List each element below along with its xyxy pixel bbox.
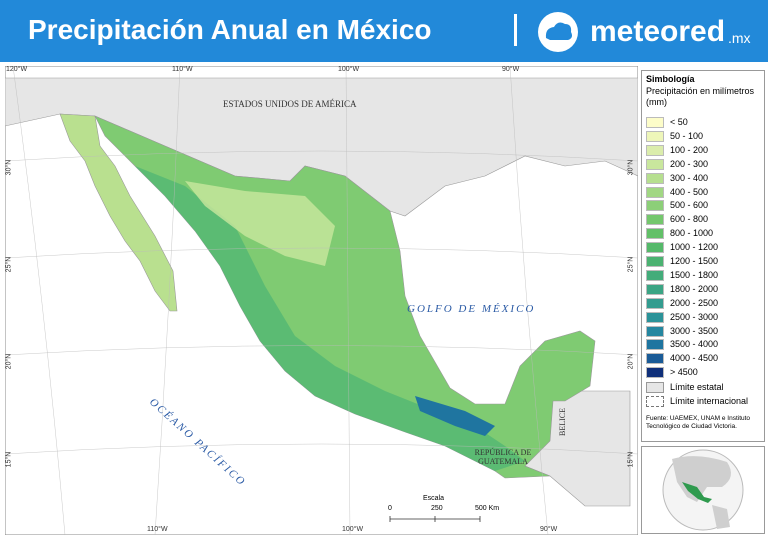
legend-label: 100 - 200 xyxy=(670,144,709,155)
lon-label: 90°W xyxy=(540,526,558,533)
legend-swatch xyxy=(646,130,664,142)
separator xyxy=(514,14,517,46)
legend-label: 800 - 1000 xyxy=(670,228,714,239)
legend-label: 2000 - 2500 xyxy=(670,297,719,308)
legend-label: 600 - 800 xyxy=(670,214,709,225)
legend-swatch xyxy=(646,172,664,184)
legend-label: > 4500 xyxy=(670,367,698,378)
lat-label: 20°N xyxy=(627,353,635,370)
legend-swatch xyxy=(646,311,664,323)
legend-swatch xyxy=(646,144,664,156)
country-label: REPÚBLICA DE GUATEMALA xyxy=(474,448,532,466)
legend-label: 1800 - 2000 xyxy=(670,283,719,294)
legend-swatch xyxy=(646,353,664,365)
lat-label: 15°N xyxy=(627,451,635,468)
header: Precipitación Anual en México meteored .… xyxy=(0,0,768,62)
legend-title: Simbología xyxy=(646,74,695,84)
country-label: ESTADOS UNIDOS DE AMÉRICA xyxy=(223,99,357,109)
brand-logo xyxy=(538,12,578,52)
legend-label: Límite internacional xyxy=(670,396,749,407)
legend-swatch xyxy=(646,396,664,408)
legend-swatch xyxy=(646,186,664,198)
legend-label: 500 - 600 xyxy=(670,200,709,211)
header-title: Precipitación Anual en México xyxy=(28,14,432,45)
map-drawing xyxy=(5,66,638,535)
country-label: BELICE xyxy=(558,408,567,436)
legend-swatch xyxy=(646,214,664,226)
legend-label: 3000 - 3500 xyxy=(670,325,719,336)
legend-label: 1000 - 1200 xyxy=(670,242,719,253)
lon-label: 90°W xyxy=(502,66,520,73)
brand: meteored xyxy=(590,15,726,48)
legend-label: 4000 - 4500 xyxy=(670,353,719,364)
legend-swatch xyxy=(646,256,664,267)
legend-swatch xyxy=(646,117,664,128)
brand-suffix: .mx xyxy=(728,30,751,46)
scale-label: 500 Km xyxy=(475,505,500,512)
lon-label: 100°W xyxy=(338,66,360,73)
legend-swatch xyxy=(646,367,664,379)
scale-label: 0 xyxy=(388,505,392,512)
lat-label: 30°N xyxy=(627,159,635,176)
scale-title: Escala xyxy=(423,495,445,502)
legend-swatch xyxy=(646,325,664,337)
legend-swatch xyxy=(646,297,664,309)
legend-label: 2500 - 3000 xyxy=(670,311,719,322)
lat-label: 30°N xyxy=(5,159,13,176)
legend-label: 1200 - 1500 xyxy=(670,256,719,266)
legend-swatch xyxy=(646,200,664,212)
lon-label: 110°W xyxy=(172,66,193,73)
sea-label: GOLFO DE MÉXICO xyxy=(407,303,536,315)
legend-swatch xyxy=(646,382,664,394)
lat-label: 15°N xyxy=(5,451,13,468)
legend-source: Fuente: UAEMEX, UNAM e Instituto Tecnoló… xyxy=(646,415,751,430)
lat-label: 25°N xyxy=(5,256,13,273)
legend: Simbología Precipitación en milímetros (… xyxy=(641,70,765,442)
legend-label: 1500 - 1800 xyxy=(670,269,719,280)
legend-swatch xyxy=(646,158,664,170)
legend-label: 300 - 400 xyxy=(670,172,709,183)
legend-swatch xyxy=(646,339,664,351)
lat-label: 25°N xyxy=(627,256,635,273)
legend-swatch xyxy=(646,228,664,240)
legend-swatch xyxy=(646,283,664,295)
legend-subtitle: Precipitación en milímetros (mm) xyxy=(646,86,755,107)
legend-label: < 50 xyxy=(670,117,688,127)
legend-label: 400 - 500 xyxy=(670,186,709,197)
globe xyxy=(662,449,744,531)
lon-label: 100°W xyxy=(342,526,364,533)
lat-label: 20°N xyxy=(5,353,13,370)
lon-label: 110°W xyxy=(147,526,168,533)
lon-label: 120°W xyxy=(6,66,28,73)
scale-label: 250 xyxy=(431,505,443,512)
locator-map xyxy=(641,446,765,534)
legend-swatch xyxy=(646,242,664,254)
legend-label: 3500 - 4000 xyxy=(670,339,719,350)
legend-swatch xyxy=(646,269,664,281)
legend-label: 200 - 300 xyxy=(670,158,709,169)
map: ESTADOS UNIDOS DE AMÉRICA GOLFO DE MÉXIC… xyxy=(5,66,638,535)
legend-label: Límite estatal xyxy=(670,382,724,393)
legend-label: 50 - 100 xyxy=(670,130,704,141)
